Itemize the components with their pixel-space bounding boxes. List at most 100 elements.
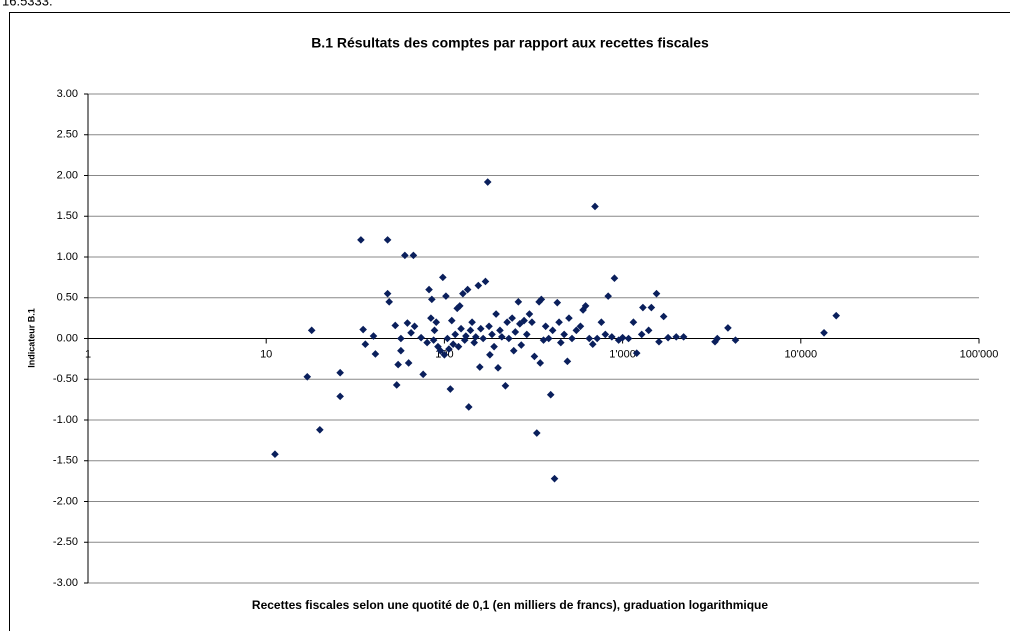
data-point	[427, 314, 435, 322]
data-point	[457, 324, 465, 333]
y-tick-label: 2.50	[57, 129, 78, 141]
y-tick-label: 0.50	[57, 292, 78, 304]
chart-title: B.1 Résultats des comptes par rapport au…	[311, 35, 709, 51]
data-point	[563, 357, 572, 366]
data-point	[503, 318, 511, 326]
data-point	[446, 385, 455, 393]
data-point	[429, 336, 438, 344]
data-point	[403, 319, 412, 327]
data-point	[490, 342, 498, 351]
y-tick-label: -1.50	[53, 455, 78, 467]
data-point	[555, 318, 563, 326]
data-point	[530, 352, 539, 361]
data-point	[553, 298, 562, 307]
data-point	[476, 324, 485, 333]
data-point	[731, 336, 740, 344]
x-tick-label: 10	[260, 348, 272, 360]
data-point	[522, 330, 531, 339]
data-point	[536, 359, 545, 367]
x-tick-label: 100'000	[960, 348, 999, 360]
data-point	[639, 303, 647, 312]
data-point	[357, 236, 365, 244]
data-point	[371, 350, 380, 358]
data-point	[508, 314, 516, 322]
data-point	[407, 328, 415, 337]
data-point	[471, 333, 480, 341]
data-point	[593, 334, 601, 343]
data-point	[383, 289, 392, 298]
data-point	[581, 302, 590, 310]
data-point	[520, 316, 528, 325]
data-point	[445, 345, 453, 353]
data-point	[647, 303, 656, 312]
data-point	[440, 351, 449, 359]
data-point	[505, 334, 513, 343]
data-point	[608, 333, 616, 341]
data-point	[585, 334, 594, 343]
data-point	[637, 330, 646, 339]
data-point	[336, 368, 344, 377]
data-point	[494, 364, 502, 372]
y-tick-label: 1.50	[57, 210, 78, 222]
x-tick-label: 1	[85, 348, 91, 360]
data-point	[486, 351, 494, 359]
data-point	[588, 340, 597, 349]
data-point	[447, 316, 456, 325]
data-point	[449, 340, 457, 349]
data-point	[442, 292, 450, 300]
data-point	[544, 334, 553, 343]
data-point	[525, 310, 534, 318]
data-point	[610, 274, 619, 282]
data-point	[385, 298, 393, 306]
data-point	[336, 392, 344, 401]
data-point	[401, 251, 409, 260]
data-point	[597, 318, 606, 326]
data-point	[455, 302, 464, 310]
x-tick-label: 10'000	[784, 348, 817, 360]
data-point	[392, 381, 401, 389]
data-point	[629, 318, 638, 326]
data-point	[541, 322, 550, 331]
data-point	[410, 322, 419, 331]
data-point	[557, 338, 565, 347]
data-point	[548, 326, 557, 335]
data-point	[466, 326, 475, 335]
data-point	[443, 334, 452, 343]
data-point	[511, 328, 520, 336]
y-tick-label: -2.50	[53, 536, 78, 548]
data-point	[537, 295, 546, 304]
data-point	[474, 281, 483, 290]
data-point	[498, 333, 506, 341]
data-point	[618, 333, 627, 342]
data-point	[624, 334, 633, 343]
data-point	[425, 285, 433, 294]
data-point	[560, 330, 568, 339]
data-point	[432, 318, 441, 326]
data-point	[659, 312, 668, 321]
data-point	[632, 349, 641, 357]
data-point	[604, 292, 612, 300]
data-point	[397, 334, 405, 343]
data-point	[528, 318, 536, 326]
data-point	[572, 326, 581, 335]
data-point	[579, 306, 587, 314]
data-point	[532, 429, 541, 437]
data-point	[655, 337, 663, 346]
data-point	[820, 328, 828, 337]
data-point	[492, 310, 500, 318]
data-point	[644, 326, 653, 335]
data-point	[391, 321, 400, 330]
data-point	[430, 326, 439, 335]
data-point	[568, 334, 576, 343]
y-tick-label: -1.00	[53, 414, 78, 426]
data-point	[383, 236, 392, 244]
data-point	[394, 360, 402, 369]
data-point	[514, 298, 523, 306]
data-point	[459, 289, 467, 298]
x-axis-title: Recettes fiscales selon une quotité de 0…	[252, 598, 768, 612]
data-point	[591, 202, 599, 211]
data-point	[664, 333, 672, 342]
y-tick-label: 2.00	[57, 169, 78, 181]
data-point	[307, 326, 316, 335]
data-point	[488, 330, 496, 339]
